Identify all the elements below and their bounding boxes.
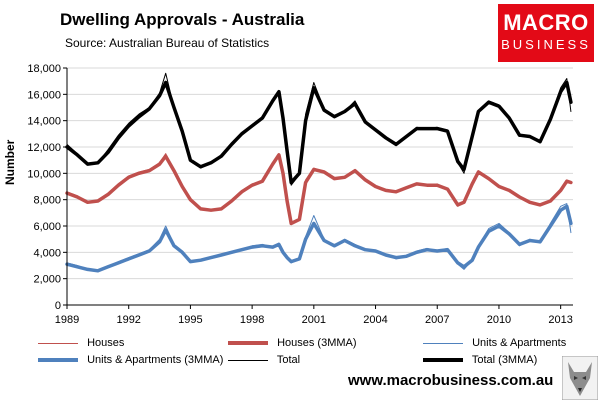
legend-label: Houses (3MMA) [277, 337, 357, 349]
legend-swatch [423, 342, 463, 344]
legend-item-houses: Houses [38, 337, 124, 349]
legend-label: Total [276, 354, 301, 366]
logo-line-1: MACRO [503, 10, 589, 35]
legend-swatch [38, 342, 78, 344]
legend-item-houses-3mma: Houses (3MMA) [228, 337, 357, 349]
y-tick-label: 12,000 [27, 142, 61, 154]
wolf-icon [562, 356, 598, 400]
series-line-units-apartments [66, 203, 572, 272]
legend-item-units-3mma: Units & Apartments (3MMA) [38, 354, 223, 366]
y-tick-label: 18,000 [27, 63, 61, 75]
x-tick-label: 1992 [116, 314, 140, 326]
y-tick-label: 2,000 [33, 274, 61, 286]
axes: 0 2,000 4,000 6,000 8,000 10,000 12,000 14,000 1… [27, 63, 573, 326]
x-tick-label: 1998 [240, 314, 264, 326]
series-line-houses-3mma [65, 153, 573, 226]
legend-label: Houses [87, 337, 125, 349]
series-line-total-3mma [65, 80, 573, 185]
x-tick-label: 2001 [302, 314, 326, 326]
x-tick-label: 1995 [178, 314, 202, 326]
chart-source: Source: Australian Bureau of Statistics [65, 36, 270, 50]
grid [67, 67, 573, 280]
y-tick-label: 16,000 [27, 89, 61, 101]
y-tick-label: 0 [55, 300, 61, 312]
logo-line-2: BUSINESS [501, 37, 591, 52]
series-line-units-apartments-3mma [65, 204, 573, 273]
legend-label: Units & Apartments (3MMA) [87, 354, 224, 366]
x-tick-label: 2010 [487, 314, 511, 326]
x-tick-label: 2007 [425, 314, 449, 326]
series-group [65, 72, 573, 273]
legend-item-total-3mma: Total (3MMA) [423, 354, 537, 366]
y-tick-label: 6,000 [33, 221, 61, 233]
legend-swatch [228, 359, 268, 361]
legend-label: Total (3MMA) [471, 354, 538, 366]
legend-item-units: Units & Apartments [423, 337, 566, 349]
website-url: www.macrobusiness.com.au [348, 372, 554, 389]
x-tick-label: 1989 [55, 314, 79, 326]
legend-label: Units & Apartments [472, 337, 567, 349]
series-line-houses [66, 153, 572, 226]
series-line-total [66, 72, 572, 186]
legend-swatch [228, 341, 268, 346]
y-tick-label: 14,000 [27, 116, 61, 128]
y-tick-label: 10,000 [27, 168, 61, 180]
y-tick-label: 4,000 [33, 247, 61, 259]
x-tick-label: 2013 [548, 314, 572, 326]
legend-swatch [38, 358, 78, 363]
x-tick-label: 2004 [363, 314, 387, 326]
macrobusiness-logo: MACRO BUSINESS [498, 4, 594, 62]
legend-item-total: Total [228, 354, 300, 366]
y-tick-label: 8,000 [33, 195, 61, 207]
legend-swatch [423, 358, 463, 363]
chart-title: Dwelling Approvals - Australia [60, 10, 305, 29]
